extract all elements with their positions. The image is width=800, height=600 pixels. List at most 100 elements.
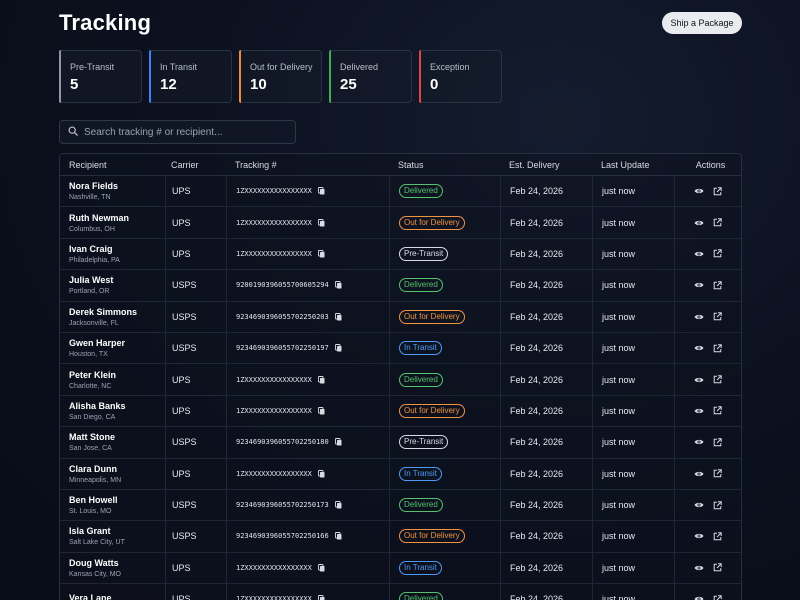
ship-package-button[interactable]: Ship a Package <box>662 12 742 34</box>
external-link-icon[interactable] <box>713 563 723 573</box>
table-row[interactable]: Vera Lane UPS 1ZXXXXXXXXXXXXXXXX Delivered F… <box>60 584 741 600</box>
external-link-icon[interactable] <box>713 594 723 600</box>
external-link-icon[interactable] <box>713 469 723 479</box>
carrier-cell: USPS <box>165 301 226 332</box>
search-input[interactable] <box>84 126 284 138</box>
eye-icon[interactable] <box>694 343 704 353</box>
copy-icon[interactable] <box>317 218 327 228</box>
table-row[interactable]: Ben Howell St. Louis, MO USPS 9234690396055… <box>60 489 741 522</box>
stat-card-in-transit[interactable]: In Transit 12 <box>149 50 232 103</box>
eye-icon[interactable] <box>694 500 704 510</box>
external-link-icon[interactable] <box>713 437 723 447</box>
external-link-icon[interactable] <box>713 375 723 385</box>
copy-icon[interactable] <box>334 312 344 322</box>
table-row[interactable]: Derek Simmons Jacksonville, FL USPS 9234690… <box>60 301 741 333</box>
copy-icon[interactable] <box>317 249 327 259</box>
eye-icon[interactable] <box>694 249 704 259</box>
carrier-cell: USPS <box>165 270 226 301</box>
table-row[interactable]: Peter Klein Charlotte, NC UPS 1ZXXXXXXXXXXX… <box>60 364 741 396</box>
copy-icon[interactable] <box>334 280 344 290</box>
copy-icon[interactable] <box>317 594 327 600</box>
tracking-number: 1ZXXXXXXXXXXXXXXXX <box>236 249 312 258</box>
table-row[interactable]: Ruth Newman Columbus, OH UPS 1ZXXXXXXXXXXXX… <box>60 207 741 239</box>
last-update-cell: just now <box>592 395 674 427</box>
table-row[interactable]: Matt Stone San Jose, CA USPS 92346903960557… <box>60 427 741 459</box>
column-header-est-delivery[interactable]: Est. Delivery <box>509 159 560 170</box>
tracking-cell: 1ZXXXXXXXXXXXXXXXX <box>226 207 389 238</box>
eye-icon[interactable] <box>694 406 704 416</box>
external-link-icon[interactable] <box>713 218 723 228</box>
copy-icon[interactable] <box>317 563 327 573</box>
copy-icon[interactable] <box>317 406 327 416</box>
eye-icon[interactable] <box>694 312 704 322</box>
stat-card-pre-transit[interactable]: Pre-Transit 5 <box>59 50 142 103</box>
table-row[interactable]: Nora Fields Nashville, TN UPS 1ZXXXXXXXXXXX… <box>60 176 741 208</box>
copy-icon[interactable] <box>334 500 344 510</box>
actions-cell <box>674 270 741 301</box>
search-icon <box>68 123 78 141</box>
carrier-cell: USPS <box>165 427 226 458</box>
recipient-cell: Derek Simmons Jacksonville, FL <box>60 307 165 327</box>
external-link-icon[interactable] <box>713 500 723 510</box>
table-row[interactable]: Gwen Harper Houston, TX USPS 92346903960557… <box>60 332 741 365</box>
eye-icon[interactable] <box>694 594 704 600</box>
table-row[interactable]: Clara Dunn Minneapolis, MN UPS 1ZXXXXXXXXXX… <box>60 458 741 490</box>
column-header-carrier[interactable]: Carrier <box>171 159 199 170</box>
stat-label: Delivered <box>340 62 379 72</box>
carrier-cell: USPS <box>165 521 226 552</box>
last-update-cell: just now <box>592 238 674 270</box>
external-link-icon[interactable] <box>713 249 723 259</box>
copy-icon[interactable] <box>317 186 327 196</box>
eye-icon[interactable] <box>694 218 704 228</box>
status-badge: Out for Delivery <box>399 309 465 324</box>
external-link-icon[interactable] <box>713 186 723 196</box>
status-cell: Out for Delivery <box>389 395 500 427</box>
actions-cell <box>674 301 741 332</box>
copy-icon[interactable] <box>317 375 327 385</box>
column-header-tracking[interactable]: Tracking # <box>235 159 277 170</box>
eye-icon[interactable] <box>694 280 704 290</box>
table-row[interactable]: Doug Watts Kansas City, MO UPS 1ZXXXXXXXXXX… <box>60 552 741 585</box>
status-badge: Delivered <box>399 184 443 199</box>
table-row[interactable]: Julia West Portland, OR USPS 92001903960557… <box>60 270 741 302</box>
column-header-recipient[interactable]: Recipient <box>69 159 107 170</box>
stat-card-delivered[interactable]: Delivered 25 <box>329 50 412 103</box>
recipient-name: Gwen Harper <box>69 338 126 349</box>
recipient-name: Ivan Craig <box>69 243 113 254</box>
actions-cell <box>674 364 741 395</box>
eye-icon[interactable] <box>694 531 704 541</box>
eye-icon[interactable] <box>694 437 704 447</box>
external-link-icon[interactable] <box>713 343 723 353</box>
last-update-cell: just now <box>592 552 674 584</box>
eye-icon[interactable] <box>694 186 704 196</box>
eye-icon[interactable] <box>694 375 704 385</box>
tracking-cell: 1ZXXXXXXXXXXXXXXXX <box>226 584 389 600</box>
status-badge: Out for Delivery <box>399 215 465 230</box>
table-row[interactable]: Alisha Banks San Diego, CA UPS 1ZXXXXXXXXXX… <box>60 395 741 428</box>
status-cell: Delivered <box>389 270 500 301</box>
stat-card-out-for-delivery[interactable]: Out for Delivery 10 <box>239 50 322 103</box>
copy-icon[interactable] <box>334 343 344 353</box>
column-header-status[interactable]: Status <box>398 159 424 170</box>
eye-icon[interactable] <box>694 469 704 479</box>
copy-icon[interactable] <box>334 437 344 447</box>
copy-icon[interactable] <box>334 531 344 541</box>
tracking-cell: 9234690396055702250197 <box>226 332 389 364</box>
stat-value: 25 <box>340 76 357 93</box>
recipient-cell: Clara Dunn Minneapolis, MN <box>60 464 165 484</box>
stat-label: Out for Delivery <box>250 62 313 72</box>
external-link-icon[interactable] <box>713 280 723 290</box>
external-link-icon[interactable] <box>713 531 723 541</box>
est-delivery-cell: Feb 24, 2026 <box>500 301 592 332</box>
table-row[interactable]: Ivan Craig Philadelphia, PA UPS 1ZXXXXXXXXX… <box>60 238 741 271</box>
tracking-number: 1ZXXXXXXXXXXXXXXXX <box>236 469 312 478</box>
column-header-last-update[interactable]: Last Update <box>601 159 650 170</box>
stat-card-exception[interactable]: Exception 0 <box>419 50 502 103</box>
table-row[interactable]: Isla Grant Salt Lake City, UT USPS 92346903… <box>60 521 741 553</box>
eye-icon[interactable] <box>694 563 704 573</box>
external-link-icon[interactable] <box>713 406 723 416</box>
copy-icon[interactable] <box>317 469 327 479</box>
actions-cell <box>674 489 741 521</box>
last-update-cell: just now <box>592 427 674 458</box>
external-link-icon[interactable] <box>713 312 723 322</box>
